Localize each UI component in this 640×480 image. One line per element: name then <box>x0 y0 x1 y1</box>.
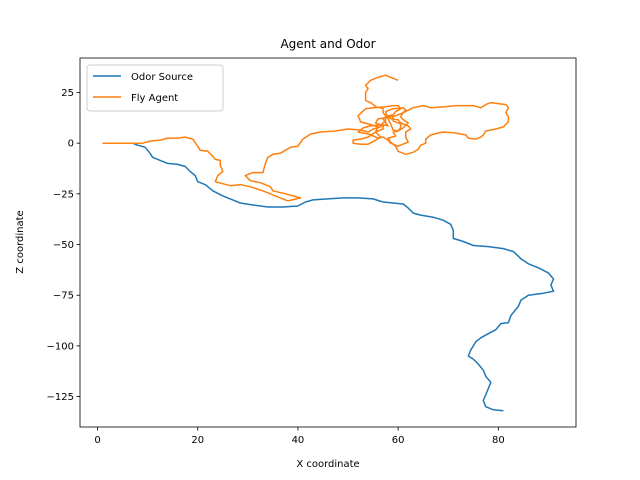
x-tick-label: 80 <box>492 435 505 446</box>
y-tick-label: 25 <box>61 88 74 99</box>
y-tick-label: −100 <box>47 341 74 352</box>
y-tick-label: −25 <box>53 189 74 200</box>
y-axis: 25 0 −25 −50 −75 −100 −125 <box>47 88 80 403</box>
chart-title: Agent and Odor <box>280 37 375 51</box>
y-tick-label: −50 <box>53 240 74 251</box>
legend-label-fly-agent: Fly Agent <box>131 93 178 104</box>
y-tick-label: −125 <box>47 392 74 403</box>
series-line-odor-source <box>132 142 555 412</box>
legend: Odor Source Fly Agent <box>86 64 224 112</box>
y-tick-label: 0 <box>68 139 74 150</box>
plot-frame <box>79 57 577 428</box>
x-tick-label: 40 <box>292 435 305 446</box>
y-tick-label: −75 <box>53 291 74 302</box>
x-tick-label: 60 <box>392 435 405 446</box>
x-axis-label: X coordinate <box>296 459 359 470</box>
x-tick-label: 0 <box>94 435 100 446</box>
legend-label-odor-source: Odor Source <box>131 72 193 83</box>
series-line-fly-agent <box>102 74 510 202</box>
x-tick-label: 20 <box>191 435 204 446</box>
series-layer <box>102 74 555 412</box>
x-axis: 0 20 40 60 80 <box>94 427 505 446</box>
y-axis-label: Z coordinate <box>15 210 26 273</box>
